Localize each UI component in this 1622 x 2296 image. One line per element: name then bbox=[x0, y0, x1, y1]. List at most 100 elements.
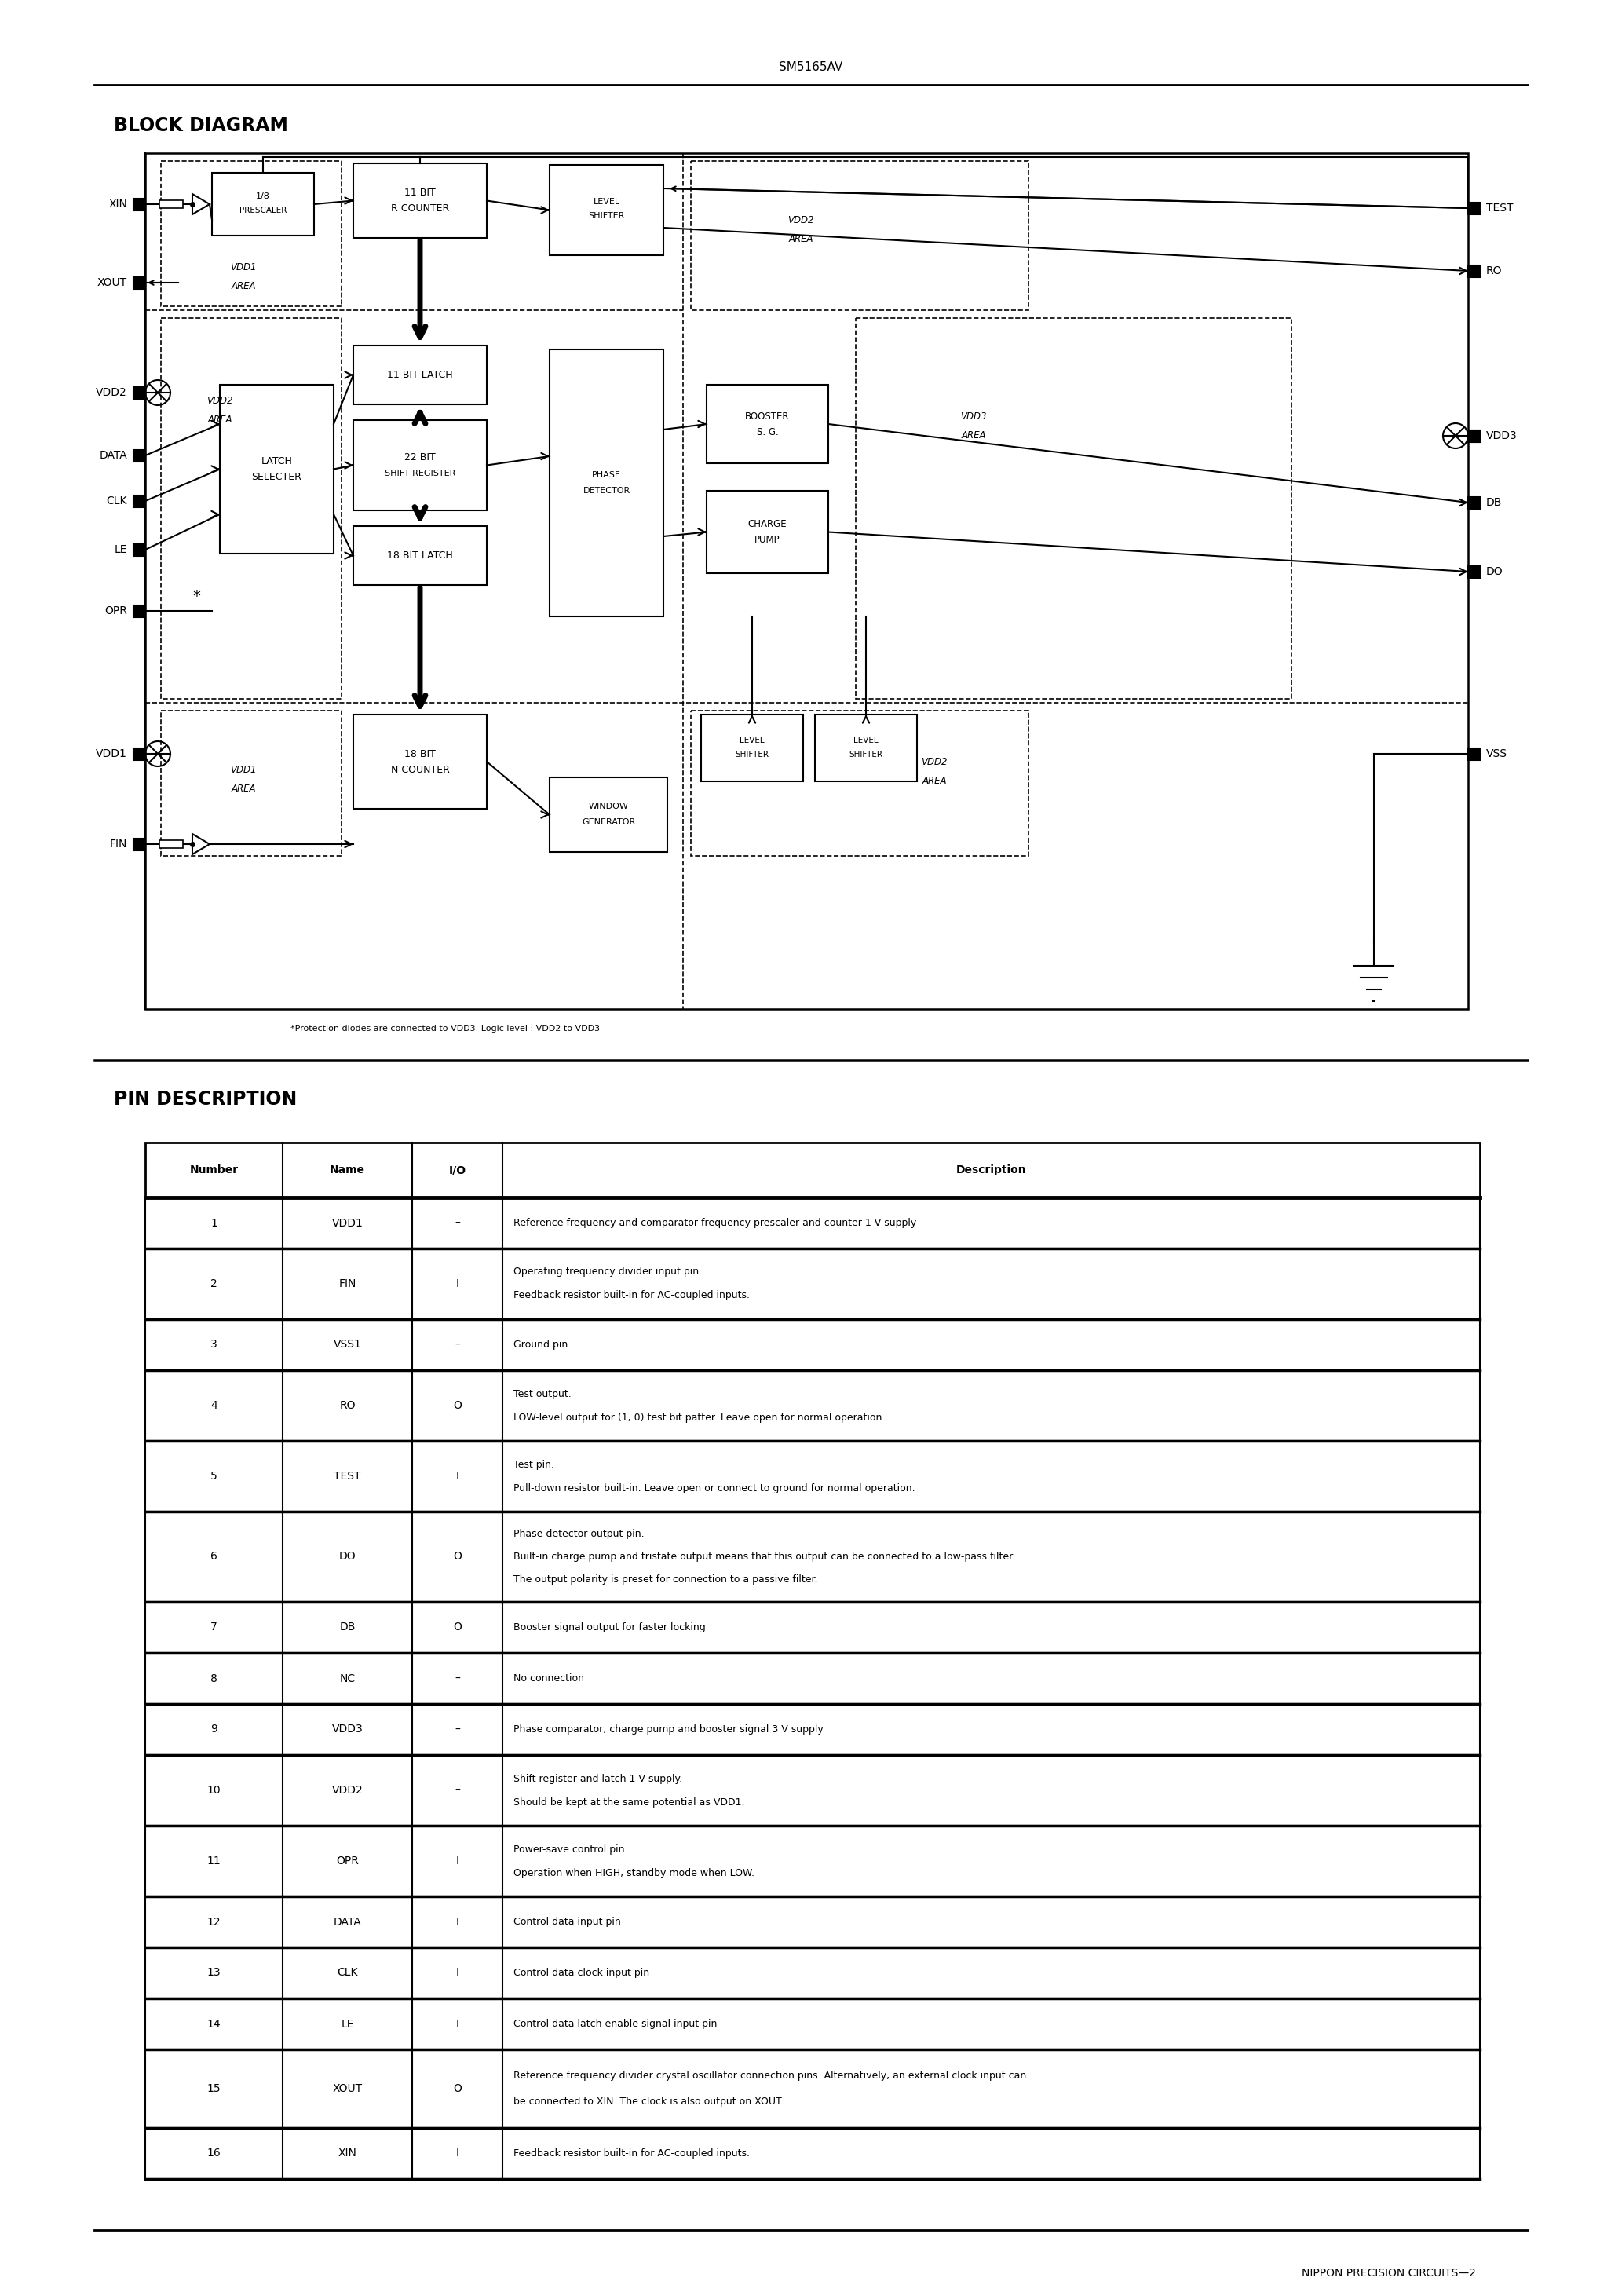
Text: Test output.: Test output. bbox=[514, 1389, 571, 1398]
Bar bbox=[133, 388, 146, 400]
Text: LOW-level output for (1, 0) test bit patter. Leave open for normal operation.: LOW-level output for (1, 0) test bit pat… bbox=[514, 1412, 886, 1424]
Text: Control data latch enable signal input pin: Control data latch enable signal input p… bbox=[514, 2018, 717, 2030]
Text: Description: Description bbox=[955, 1164, 1027, 1176]
Text: NC: NC bbox=[339, 1674, 355, 1683]
Text: Ground pin: Ground pin bbox=[514, 1339, 568, 1350]
Bar bbox=[133, 200, 146, 211]
Text: SHIFT REGISTER: SHIFT REGISTER bbox=[384, 468, 456, 478]
Text: LEVEL: LEVEL bbox=[594, 197, 620, 207]
Bar bbox=[146, 1442, 1479, 1511]
Bar bbox=[1468, 202, 1479, 214]
Text: BLOCK DIAGRAM: BLOCK DIAGRAM bbox=[114, 117, 289, 135]
Text: AREA: AREA bbox=[788, 234, 813, 246]
Text: Pull-down resistor built-in. Leave open or connect to ground for normal operatio: Pull-down resistor built-in. Leave open … bbox=[514, 1483, 915, 1492]
Bar bbox=[814, 714, 916, 781]
Bar bbox=[856, 319, 1291, 698]
Bar bbox=[146, 1603, 1479, 1653]
Text: 1: 1 bbox=[211, 1217, 217, 1228]
Text: I: I bbox=[456, 2149, 459, 2158]
Bar bbox=[146, 1998, 1479, 2050]
Text: CLK: CLK bbox=[337, 1968, 358, 1979]
Bar bbox=[161, 319, 342, 698]
Text: –: – bbox=[454, 1724, 461, 1736]
Text: be connected to XIN. The clock is also output on XOUT.: be connected to XIN. The clock is also o… bbox=[514, 2096, 783, 2108]
Text: 13: 13 bbox=[208, 1968, 221, 1979]
Bar bbox=[133, 838, 146, 850]
Bar bbox=[1468, 748, 1479, 760]
Text: LEVEL: LEVEL bbox=[740, 737, 764, 744]
Text: VDD1: VDD1 bbox=[333, 1217, 363, 1228]
Bar bbox=[691, 161, 1028, 310]
Text: PIN DESCRIPTION: PIN DESCRIPTION bbox=[114, 1091, 297, 1109]
Bar bbox=[146, 1947, 1479, 1998]
Text: I: I bbox=[456, 2018, 459, 2030]
Bar bbox=[146, 1896, 1479, 1947]
Text: 12: 12 bbox=[208, 1917, 221, 1926]
Text: Should be kept at the same potential as VDD1.: Should be kept at the same potential as … bbox=[514, 1798, 744, 1807]
Text: VDD1: VDD1 bbox=[230, 765, 256, 774]
Text: Feedback resistor built-in for AC-coupled inputs.: Feedback resistor built-in for AC-couple… bbox=[514, 2149, 749, 2158]
Text: Reference frequency and comparator frequency prescaler and counter 1 V supply: Reference frequency and comparator frequ… bbox=[514, 1217, 916, 1228]
Text: 11 BIT LATCH: 11 BIT LATCH bbox=[388, 370, 453, 381]
Text: AREA: AREA bbox=[921, 776, 947, 788]
Bar bbox=[133, 544, 146, 556]
Text: No connection: No connection bbox=[514, 1674, 584, 1683]
Bar bbox=[354, 526, 487, 585]
Text: CLK: CLK bbox=[107, 496, 127, 507]
Bar bbox=[146, 1754, 1479, 1825]
Text: 4: 4 bbox=[211, 1401, 217, 1412]
Text: VDD1: VDD1 bbox=[96, 748, 127, 760]
Text: SELECTER: SELECTER bbox=[251, 473, 302, 482]
Text: CHARGE: CHARGE bbox=[748, 519, 787, 530]
Text: I/O: I/O bbox=[449, 1164, 466, 1176]
Text: 7: 7 bbox=[211, 1621, 217, 1632]
Text: RO: RO bbox=[339, 1401, 355, 1412]
Text: VDD2: VDD2 bbox=[921, 758, 947, 767]
Text: AREA: AREA bbox=[962, 432, 986, 441]
Text: OPR: OPR bbox=[336, 1855, 358, 1867]
Text: *Protection diodes are connected to VDD3. Logic level : VDD2 to VDD3: *Protection diodes are connected to VDD3… bbox=[290, 1024, 600, 1033]
Text: O: O bbox=[453, 1401, 462, 1412]
Text: Test pin.: Test pin. bbox=[514, 1460, 555, 1469]
Text: WINDOW: WINDOW bbox=[589, 804, 628, 810]
Text: DB: DB bbox=[1486, 496, 1502, 507]
Bar bbox=[146, 1249, 1479, 1320]
Bar bbox=[354, 344, 487, 404]
Text: VSS: VSS bbox=[1486, 748, 1507, 760]
Bar bbox=[212, 172, 315, 236]
Text: Operation when HIGH, standby mode when LOW.: Operation when HIGH, standby mode when L… bbox=[514, 1867, 754, 1878]
Text: XOUT: XOUT bbox=[97, 278, 127, 289]
Text: Booster signal output for faster locking: Booster signal output for faster locking bbox=[514, 1623, 706, 1632]
Text: Number: Number bbox=[190, 1164, 238, 1176]
Bar bbox=[354, 163, 487, 239]
Text: *: * bbox=[193, 590, 200, 604]
Bar bbox=[550, 778, 667, 852]
Text: 11 BIT: 11 BIT bbox=[404, 188, 436, 197]
Text: LATCH: LATCH bbox=[261, 457, 292, 466]
Bar bbox=[133, 278, 146, 289]
Text: VDD2: VDD2 bbox=[96, 388, 127, 397]
Text: Phase detector output pin.: Phase detector output pin. bbox=[514, 1529, 644, 1538]
Text: I: I bbox=[456, 1968, 459, 1979]
Text: PRESCALER: PRESCALER bbox=[240, 207, 287, 214]
Text: SHIFTER: SHIFTER bbox=[735, 751, 769, 760]
Text: –: – bbox=[454, 1339, 461, 1350]
Text: The output polarity is preset for connection to a passive filter.: The output polarity is preset for connec… bbox=[514, 1575, 817, 1584]
Text: LEVEL: LEVEL bbox=[853, 737, 879, 744]
Bar bbox=[1468, 567, 1479, 579]
Bar bbox=[146, 2050, 1479, 2128]
Text: PHASE: PHASE bbox=[592, 471, 621, 480]
Text: –: – bbox=[454, 1674, 461, 1683]
Bar bbox=[133, 748, 146, 760]
Text: FIN: FIN bbox=[110, 838, 127, 850]
Text: Reference frequency divider crystal oscillator connection pins. Alternatively, a: Reference frequency divider crystal osci… bbox=[514, 2071, 1027, 2080]
Text: I: I bbox=[456, 1855, 459, 1867]
Text: DETECTOR: DETECTOR bbox=[582, 487, 629, 494]
Bar bbox=[1468, 496, 1479, 510]
Bar bbox=[146, 1143, 1479, 1199]
Text: 9: 9 bbox=[211, 1724, 217, 1736]
Bar bbox=[161, 161, 342, 305]
Text: AREA: AREA bbox=[208, 416, 232, 425]
Text: O: O bbox=[453, 2082, 462, 2094]
Bar bbox=[146, 2128, 1479, 2179]
